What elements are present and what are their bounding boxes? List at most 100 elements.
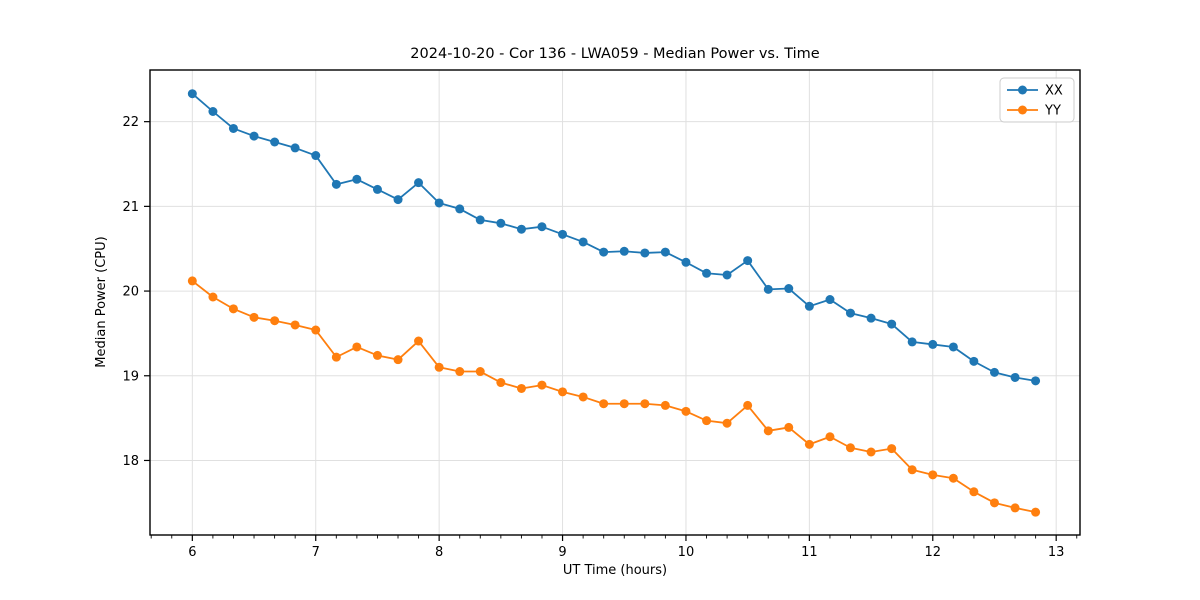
data-point xyxy=(969,356,979,366)
data-point xyxy=(825,432,835,442)
data-point xyxy=(784,422,794,432)
data-point xyxy=(702,268,712,278)
legend-marker xyxy=(1018,105,1027,115)
data-point xyxy=(496,218,506,228)
data-point xyxy=(434,198,444,208)
data-point xyxy=(311,325,321,335)
axis-ticks xyxy=(144,121,1078,541)
x-tick-label: 8 xyxy=(435,545,443,560)
data-point xyxy=(804,439,814,449)
legend: XX YY xyxy=(999,77,1075,123)
x-tick-label: 10 xyxy=(678,545,695,560)
data-point xyxy=(578,237,588,247)
data-point xyxy=(599,399,609,409)
data-point xyxy=(516,224,526,234)
data-point xyxy=(660,247,670,257)
y-tick-label: 18 xyxy=(122,454,139,469)
data-point xyxy=(1010,372,1020,382)
data-point xyxy=(187,89,197,99)
data-point xyxy=(290,143,300,153)
data-point xyxy=(434,362,444,372)
data-point xyxy=(311,151,321,161)
data-point xyxy=(208,107,218,117)
data-point xyxy=(887,319,897,329)
legend-entry-xx: XX xyxy=(1007,84,1063,99)
data-point xyxy=(537,222,547,232)
data-point xyxy=(763,426,773,436)
data-point xyxy=(475,215,485,225)
data-point xyxy=(455,204,465,214)
data-point xyxy=(681,257,691,267)
x-tick-label: 11 xyxy=(801,545,818,560)
data-point xyxy=(969,487,979,497)
data-point xyxy=(928,339,938,349)
data-point xyxy=(187,276,197,286)
data-point xyxy=(845,443,855,453)
series-yy xyxy=(187,276,1041,517)
x-axis-label: UT Time (hours) xyxy=(563,563,667,578)
data-point xyxy=(558,387,568,397)
y-tick-label: 21 xyxy=(122,200,139,215)
data-series xyxy=(187,89,1041,517)
y-tick-label: 22 xyxy=(122,115,139,130)
data-point xyxy=(845,308,855,318)
data-point xyxy=(414,178,424,188)
data-point xyxy=(228,123,238,133)
series-line xyxy=(191,93,1036,382)
legend-entry-yy: YY xyxy=(1007,104,1061,119)
data-point xyxy=(475,367,485,377)
legend-marker xyxy=(1018,85,1027,95)
data-point xyxy=(393,355,403,365)
data-point xyxy=(784,284,794,294)
data-point xyxy=(331,179,341,189)
data-point xyxy=(743,400,753,410)
legend-label: XX xyxy=(1045,84,1063,99)
data-point xyxy=(455,367,465,377)
data-point xyxy=(372,184,382,194)
y-axis-label: Median Power (CPU) xyxy=(94,236,109,367)
data-point xyxy=(208,292,218,302)
data-point xyxy=(496,378,506,388)
data-point xyxy=(537,380,547,390)
data-point xyxy=(640,248,650,258)
y-tick-label: 19 xyxy=(122,369,139,384)
data-point xyxy=(722,270,732,280)
x-tick-label: 13 xyxy=(1048,545,1065,560)
data-point xyxy=(866,447,876,457)
data-point xyxy=(640,399,650,409)
data-point xyxy=(907,337,917,347)
data-point xyxy=(948,342,958,352)
x-tick-label: 9 xyxy=(558,545,566,560)
data-point xyxy=(228,304,238,314)
data-point xyxy=(825,295,835,305)
data-point xyxy=(948,473,958,483)
data-point xyxy=(989,498,999,508)
chart-title: 2024-10-20 - Cor 136 - LWA059 - Median P… xyxy=(410,46,819,62)
data-point xyxy=(619,399,629,409)
data-point xyxy=(249,312,259,322)
y-tick-label: 20 xyxy=(122,285,139,300)
data-point xyxy=(866,313,876,323)
data-point xyxy=(1010,503,1020,513)
data-point xyxy=(393,195,403,205)
data-point xyxy=(702,416,712,426)
data-point xyxy=(1031,376,1041,386)
data-point xyxy=(270,316,280,326)
series-line xyxy=(191,280,1036,514)
legend-label: YY xyxy=(1044,104,1061,119)
data-point xyxy=(270,137,280,147)
data-point xyxy=(516,383,526,393)
gridlines xyxy=(150,70,1080,535)
data-point xyxy=(558,229,568,239)
data-point xyxy=(989,367,999,377)
data-point xyxy=(907,465,917,475)
x-tick-label: 12 xyxy=(925,545,942,560)
data-point xyxy=(372,350,382,360)
data-point xyxy=(928,470,938,480)
data-point xyxy=(414,336,424,346)
data-point xyxy=(249,131,259,141)
data-point xyxy=(352,342,362,352)
series-xx xyxy=(187,89,1041,386)
data-point xyxy=(681,406,691,416)
